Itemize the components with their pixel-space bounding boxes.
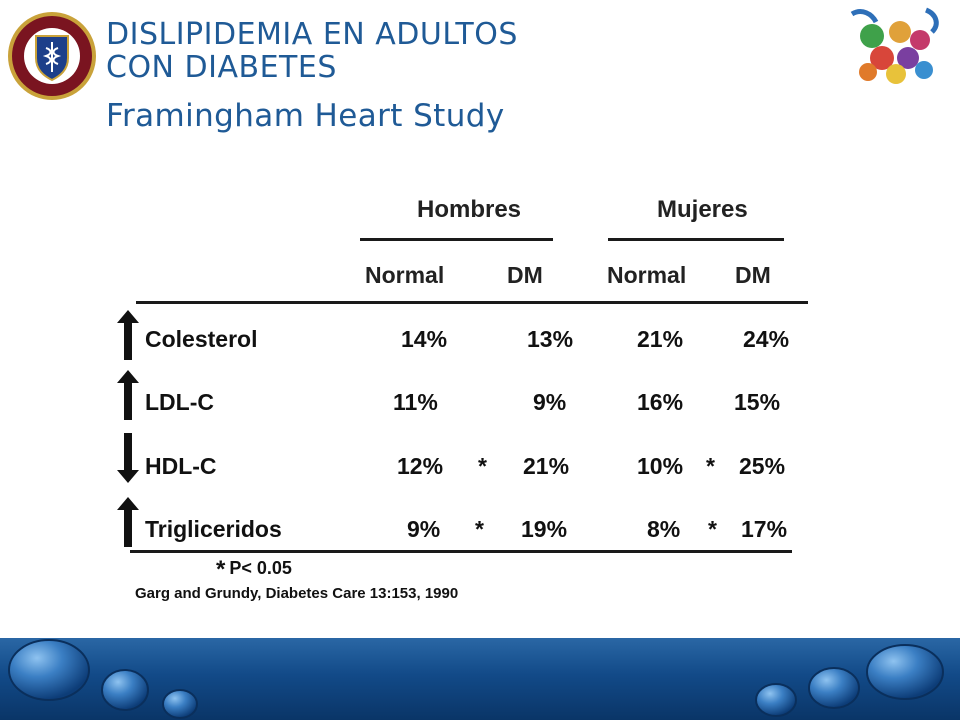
- cell-tg-mujeres-normal: 8%: [647, 516, 681, 542]
- row-label-trigliceridos: Trigliceridos: [145, 516, 282, 542]
- cell-colesterol-mujeres-dm: 24%: [743, 326, 790, 352]
- arrow-up-icon: [117, 370, 139, 420]
- group-underline-hombres: [360, 238, 553, 241]
- cell-tg-hombres-dm: 19%: [521, 516, 568, 542]
- significance-marker: *: [478, 453, 487, 479]
- page-subtitle: Framingham Heart Study: [106, 98, 505, 134]
- arrow-down-icon: [117, 433, 139, 483]
- footnote-star: *: [216, 556, 226, 583]
- significance-marker: *: [708, 516, 717, 542]
- page-title: DISLIPIDEMIA EN ADULTOS CON DIABETES: [106, 18, 518, 84]
- arrow-up-icon: [117, 310, 139, 360]
- cell-tg-mujeres-dm: 17%: [741, 516, 788, 542]
- column-header-hombres-normal: Normal: [365, 262, 445, 288]
- cell-ldl-hombres-dm: 9%: [533, 389, 567, 415]
- cell-hdl-hombres-dm: 21%: [523, 453, 570, 479]
- cell-hdl-hombres-normal: 12%: [397, 453, 444, 479]
- university-seal-icon: [8, 12, 96, 100]
- header-divider: [136, 301, 808, 304]
- significance-marker: *: [706, 453, 715, 479]
- table-bottom-rule: [130, 550, 792, 553]
- cell-hdl-mujeres-dm: 25%: [739, 453, 786, 479]
- group-header-mujeres: Mujeres: [657, 196, 748, 223]
- cell-colesterol-hombres-normal: 14%: [401, 326, 448, 352]
- cell-tg-hombres-normal: 9%: [407, 516, 441, 542]
- title-line-1: DISLIPIDEMIA EN ADULTOS: [106, 17, 518, 52]
- colored-figures-logo-icon: [850, 7, 939, 84]
- row-label-colesterol: Colesterol: [145, 326, 258, 352]
- row-label-ldl-c: LDL-C: [145, 389, 214, 415]
- cell-colesterol-hombres-dm: 13%: [527, 326, 574, 352]
- footnote-text: P< 0.05: [229, 558, 292, 578]
- footer-band: [0, 638, 960, 720]
- citation: Garg and Grundy, Diabetes Care 13:153, 1…: [135, 585, 459, 602]
- significance-footnote: * P< 0.05: [216, 556, 292, 584]
- column-header-hombres-dm: DM: [507, 262, 543, 288]
- column-header-mujeres-dm: DM: [735, 262, 771, 288]
- title-line-2: CON DIABETES: [106, 50, 337, 85]
- cell-colesterol-mujeres-normal: 21%: [637, 326, 684, 352]
- significance-marker: *: [475, 516, 484, 542]
- arrow-up-icon: [117, 497, 139, 547]
- cell-ldl-mujeres-dm: 15%: [734, 389, 781, 415]
- cell-ldl-hombres-normal: 11%: [393, 389, 438, 415]
- cell-hdl-mujeres-normal: 10%: [637, 453, 684, 479]
- bubble-decoration: [8, 639, 944, 719]
- cell-ldl-mujeres-normal: 16%: [637, 389, 684, 415]
- row-label-hdl-c: HDL-C: [145, 453, 217, 479]
- group-underline-mujeres: [608, 238, 784, 241]
- column-header-mujeres-normal: Normal: [607, 262, 687, 288]
- group-header-hombres: Hombres: [417, 196, 522, 223]
